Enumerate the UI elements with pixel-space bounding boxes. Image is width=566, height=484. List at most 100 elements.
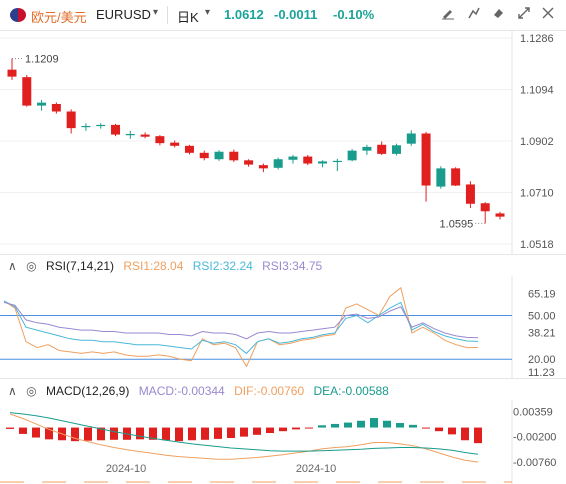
eye-icon[interactable]: ◎ xyxy=(26,384,37,398)
macd-bar xyxy=(292,427,300,430)
macd-bar xyxy=(279,427,287,432)
candle-body xyxy=(66,111,76,129)
macd-bar xyxy=(227,427,235,438)
collapse-icon[interactable]: ∧ xyxy=(8,259,17,273)
macd-bar xyxy=(409,424,417,428)
rsi-title[interactable]: RSI(7,14,21) xyxy=(45,259,115,273)
eye-icon[interactable]: ◎ xyxy=(26,259,37,273)
y-tick-label: 38.21 xyxy=(528,328,556,340)
rsi1-value: RSI1:28.04 xyxy=(123,259,184,273)
pencil-icon[interactable] xyxy=(438,6,458,26)
rsi-divider xyxy=(0,378,566,379)
high-label: 1.1209 xyxy=(25,54,59,66)
candle-body xyxy=(7,69,17,77)
y-tick-label: 1.0902 xyxy=(520,136,554,148)
candle-body xyxy=(332,160,342,163)
macd-value: MACD:-0.00344 xyxy=(138,384,225,398)
candle-body xyxy=(140,134,150,137)
macd-bar xyxy=(19,427,27,434)
dif-value: DIF:-0.00760 xyxy=(234,384,305,398)
candle-body xyxy=(244,160,254,165)
expand-icon[interactable] xyxy=(514,6,534,26)
macd-bar xyxy=(110,427,118,440)
candle-body xyxy=(480,203,490,212)
candle-body xyxy=(184,145,194,153)
y-tick-label: 50.00 xyxy=(528,311,556,323)
candle-body xyxy=(96,124,106,127)
y-tick-label: 0.00359 xyxy=(513,406,553,418)
y-tick-label: -0.00760 xyxy=(513,457,556,469)
candle-body xyxy=(318,161,328,164)
candle-body xyxy=(421,133,431,186)
macd-series-line xyxy=(9,413,479,463)
collapse-icon[interactable]: ∧ xyxy=(8,384,17,398)
candle-body xyxy=(155,136,165,144)
top-bar: 欧元/美元 EURUSD ▾ 日K ▾ 1.0612 -0.0011 -0.10… xyxy=(0,0,566,30)
macd-bar xyxy=(201,427,209,440)
symbol-name[interactable]: 欧元/美元 xyxy=(31,10,87,25)
timeframe-selector[interactable]: 日K xyxy=(177,10,199,25)
candle-body xyxy=(391,145,401,154)
macd-bar xyxy=(175,427,183,442)
macd-bar xyxy=(448,427,456,435)
x-tick-label: 2024-10 xyxy=(106,463,146,475)
y-tick-label: 1.1094 xyxy=(520,85,554,97)
macd-bar xyxy=(318,425,326,428)
candle-body xyxy=(170,142,180,146)
timeframe-dropdown-icon[interactable]: ▾ xyxy=(205,7,211,18)
macd-bar xyxy=(266,427,274,433)
y-tick-label: 20.00 xyxy=(528,354,556,366)
candle-body xyxy=(377,144,387,154)
symbol-dropdown-icon[interactable]: ▾ xyxy=(153,7,159,18)
macd-bar xyxy=(461,427,469,441)
candle-body xyxy=(199,152,209,159)
macd-bar xyxy=(344,422,352,428)
macd-bar xyxy=(162,427,170,441)
x-tick-label: 2024-10 xyxy=(296,463,336,475)
candle-body xyxy=(81,125,91,128)
macd-bar xyxy=(435,427,443,432)
candle-body xyxy=(303,156,313,164)
macd-bar xyxy=(240,427,248,437)
symbol-code[interactable]: EURUSD xyxy=(96,7,151,22)
y-tick-label: -0.00200 xyxy=(513,432,556,444)
rsi3-value: RSI3:34.75 xyxy=(262,259,323,273)
close-icon[interactable] xyxy=(538,6,558,26)
macd-title[interactable]: MACD(12,26,9) xyxy=(45,384,130,398)
candle-body xyxy=(436,168,446,187)
y-tick-label: 11.23 xyxy=(528,367,555,378)
candle-body xyxy=(214,151,224,160)
rsi-chart[interactable]: 65.19 50.00 38.21 20.0011.23 xyxy=(0,276,566,378)
rsi-series-line xyxy=(3,301,479,340)
macd-bar xyxy=(84,427,92,441)
macd-bar xyxy=(396,423,404,428)
macd-bar xyxy=(383,420,391,428)
rsi-series-line xyxy=(3,286,479,368)
macd-bar xyxy=(422,427,430,429)
macd-bar xyxy=(6,427,14,429)
draw-icon[interactable] xyxy=(464,6,484,26)
y-tick-label: 65.19 xyxy=(528,288,556,300)
candle-body xyxy=(273,159,283,168)
eraser-icon[interactable] xyxy=(488,6,508,26)
y-tick-label: 1.0518 xyxy=(520,239,554,251)
candle-body xyxy=(347,150,357,161)
candlestick-chart[interactable]: 1.1286 1.1094 1.0902 1.0710 1.0518 1.1209 1.05… xyxy=(0,30,566,254)
main-divider xyxy=(0,254,566,255)
macd-bar xyxy=(214,427,222,439)
candle-body xyxy=(288,156,298,160)
last-price: 1.0612 xyxy=(224,7,264,22)
candle-body xyxy=(406,133,416,144)
price-change: -0.0011 xyxy=(274,7,318,22)
rsi-series-line xyxy=(3,300,479,355)
macd-bar xyxy=(188,427,196,441)
macd-header: ∧ ◎ MACD(12,26,9) MACD:-0.00344 DIF:-0.0… xyxy=(8,384,395,398)
macd-bar xyxy=(474,427,482,444)
y-tick-label: 1.0710 xyxy=(520,188,554,200)
macd-chart[interactable]: 0.00359 -0.00200 -0.00760 2024-10 2024-10 xyxy=(0,400,566,484)
candle-body xyxy=(465,184,475,204)
macd-series-line xyxy=(9,412,479,455)
candle-body xyxy=(229,151,239,161)
candle-body xyxy=(495,213,505,217)
